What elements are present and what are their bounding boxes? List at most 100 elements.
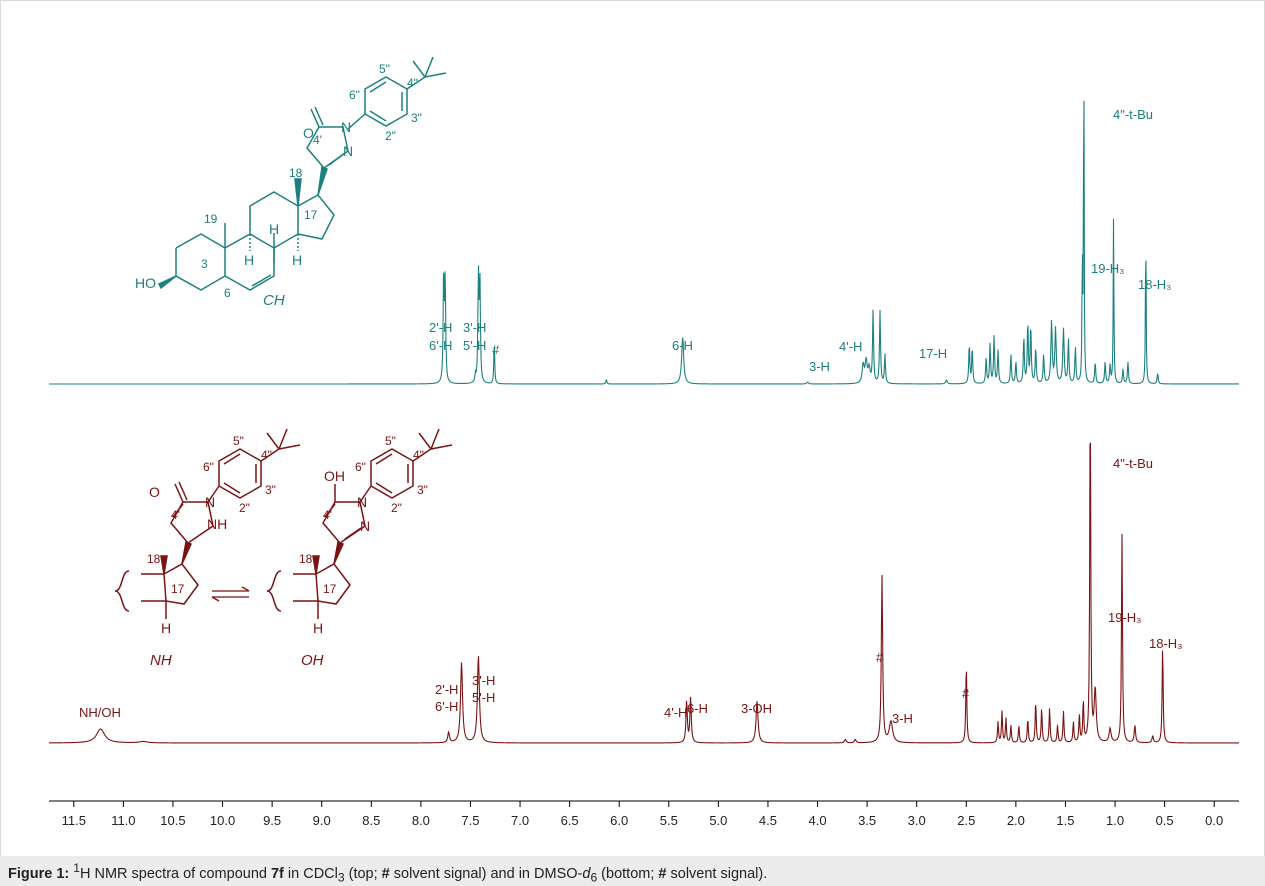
label-bottom-2h: 2'-H bbox=[435, 682, 458, 697]
label-bottom-3oh: 3-OH bbox=[741, 701, 772, 716]
caption-text-c: (top; bbox=[344, 865, 382, 882]
label-top-3h-ar: 3'-H bbox=[463, 320, 486, 335]
caption-d: d bbox=[582, 865, 591, 882]
caption-compound: 7f bbox=[270, 865, 284, 882]
struct-nh-c3pp: 3" bbox=[265, 483, 276, 497]
x-tick-label: 6.0 bbox=[610, 813, 628, 828]
caption-text-a: H NMR spectra of compound bbox=[79, 865, 271, 882]
structure-bottom-oh bbox=[266, 428, 453, 619]
struct-oh-c2pp: 2" bbox=[391, 501, 402, 515]
struct-nh-c18: 18 bbox=[147, 552, 161, 566]
struct-oh-n2: N bbox=[360, 518, 370, 534]
x-tick-label: 10.5 bbox=[160, 813, 185, 828]
label-bottom-solvent-1: # bbox=[876, 650, 884, 665]
struct-top-c6: 6 bbox=[224, 286, 231, 300]
struct-oh-oh: OH bbox=[324, 468, 345, 484]
x-tick-label: 10.0 bbox=[210, 813, 235, 828]
caption-text-f: solvent signal). bbox=[666, 865, 768, 882]
x-tick-label: 7.5 bbox=[461, 813, 479, 828]
struct-top-c4p: 4' bbox=[313, 133, 322, 147]
struct-top-c18: 18 bbox=[289, 166, 303, 180]
x-tick-label: 8.0 bbox=[412, 813, 430, 828]
label-bottom-18h3: 18-H₃ bbox=[1149, 636, 1182, 651]
struct-nh-c17: 17 bbox=[171, 582, 185, 596]
label-bottom-6h: 6'-H bbox=[435, 699, 458, 714]
struct-oh-c4p: 4' bbox=[323, 508, 332, 522]
struct-nh-h: H bbox=[161, 620, 171, 636]
struct-top-c6pp: 6" bbox=[349, 88, 360, 102]
struct-nh-c5pp: 5" bbox=[233, 434, 244, 448]
label-bottom-solvent-2: # bbox=[962, 686, 970, 701]
x-tick-label: 0.0 bbox=[1205, 813, 1223, 828]
label-bottom-4h: 4'-H bbox=[664, 705, 687, 720]
struct-oh-c18: 18 bbox=[299, 552, 313, 566]
struct-nh-c2pp: 2" bbox=[239, 501, 250, 515]
label-bottom-19h3: 19-H₃ bbox=[1108, 610, 1141, 625]
x-tick-label: 5.5 bbox=[660, 813, 678, 828]
x-tick-label: 11.0 bbox=[111, 813, 135, 828]
label-bottom-3h: 3-H bbox=[892, 711, 913, 726]
x-tick-label: 9.0 bbox=[313, 813, 331, 828]
caption-label: Figure 1: bbox=[8, 865, 70, 882]
struct-top-c3pp: 3" bbox=[411, 111, 422, 125]
struct-top-n2: N bbox=[341, 119, 351, 135]
label-bottom-nhoh: NH/OH bbox=[79, 705, 121, 720]
struct-nh-o: O bbox=[149, 484, 160, 500]
equilibrium-arrows bbox=[211, 586, 250, 602]
nmr-chart: 4"-t-Bu 19-H₃ 18-H₃ 2'-H 6'-H 3'-H 5'-H … bbox=[48, 56, 1239, 828]
struct-oh-c5pp: 5" bbox=[385, 434, 396, 448]
label-top-6h: 6'-H bbox=[429, 338, 452, 353]
struct-oh-c4pp: 4" bbox=[413, 448, 424, 462]
struct-top-h3: H bbox=[292, 252, 302, 268]
label-top-19h3: 19-H₃ bbox=[1091, 261, 1124, 276]
x-tick-label: 5.0 bbox=[709, 813, 727, 828]
struct-top-h2: H bbox=[269, 221, 279, 237]
x-tick-label: 0.5 bbox=[1156, 813, 1174, 828]
label-top-solvent: # bbox=[492, 342, 500, 357]
x-tick-label: 6.5 bbox=[561, 813, 579, 828]
x-tick-label: 3.0 bbox=[908, 813, 926, 828]
struct-nh-nh: NH bbox=[207, 516, 227, 532]
struct-oh-n1: N bbox=[357, 494, 367, 510]
label-top-18h3: 18-H₃ bbox=[1138, 277, 1171, 292]
struct-nh-c4p: 4' bbox=[171, 508, 180, 522]
struct-top-c5pp: 5" bbox=[379, 62, 390, 76]
label-top-17h: 17-H bbox=[919, 346, 947, 361]
struct-top-c17: 17 bbox=[304, 208, 318, 222]
x-tick-label: 4.0 bbox=[809, 813, 827, 828]
spectrum-bottom-trace bbox=[48, 442, 1239, 744]
struct-nh-n: N bbox=[205, 494, 215, 510]
struct-top-c3: 3 bbox=[201, 257, 208, 271]
struct-top-c4pp: 4" bbox=[407, 76, 418, 90]
caption-text-d: solvent signal) and in DMSO- bbox=[389, 865, 583, 882]
caption-text-e: (bottom; bbox=[597, 865, 659, 882]
struct-oh-c17: 17 bbox=[323, 582, 337, 596]
figure-caption: Figure 1: 1H NMR spectra of compound 7f … bbox=[0, 856, 1265, 886]
x-tick-label: 8.5 bbox=[362, 813, 380, 828]
struct-nh-c6pp: 6" bbox=[203, 460, 214, 474]
x-tick-label: 4.5 bbox=[759, 813, 777, 828]
structure-bottom-nh bbox=[114, 428, 301, 619]
x-axis: 11.5 11.0 10.5 10.0 9.5 9.0 8.5 8.0 7.5 7.0 6.5 6.0… bbox=[49, 800, 1239, 828]
caption-hash-1: # bbox=[381, 865, 390, 882]
x-tick-label: 2.0 bbox=[1007, 813, 1025, 828]
label-top-2h: 2'-H bbox=[429, 320, 452, 335]
x-tick-label: 2.5 bbox=[957, 813, 975, 828]
caption-sub3: 3 bbox=[337, 870, 345, 885]
x-tick-label: 3.5 bbox=[858, 813, 876, 828]
struct-nh-caption: NH bbox=[150, 652, 172, 669]
x-axis-ticks: 11.5 11.0 10.5 10.0 9.5 9.0 8.5 8.0 7.5 7.0 6.5 6.0… bbox=[62, 801, 1223, 828]
caption-sub6: 6 bbox=[590, 870, 598, 885]
struct-oh-c6pp: 6" bbox=[355, 460, 366, 474]
x-tick-label: 1.5 bbox=[1056, 813, 1074, 828]
spectrum-top-trace bbox=[49, 100, 1239, 385]
caption-text-b: in CDCl bbox=[283, 865, 338, 882]
label-bottom-tbu: 4"-t-Bu bbox=[1113, 456, 1153, 471]
label-top-4h: 4'-H bbox=[839, 339, 862, 354]
caption-sup: 1 bbox=[73, 861, 80, 875]
struct-top-n1: N bbox=[343, 143, 353, 159]
x-tick-label: 1.0 bbox=[1106, 813, 1124, 828]
struct-oh-caption: OH bbox=[301, 652, 324, 669]
struct-top-c2pp: 2" bbox=[385, 129, 396, 143]
